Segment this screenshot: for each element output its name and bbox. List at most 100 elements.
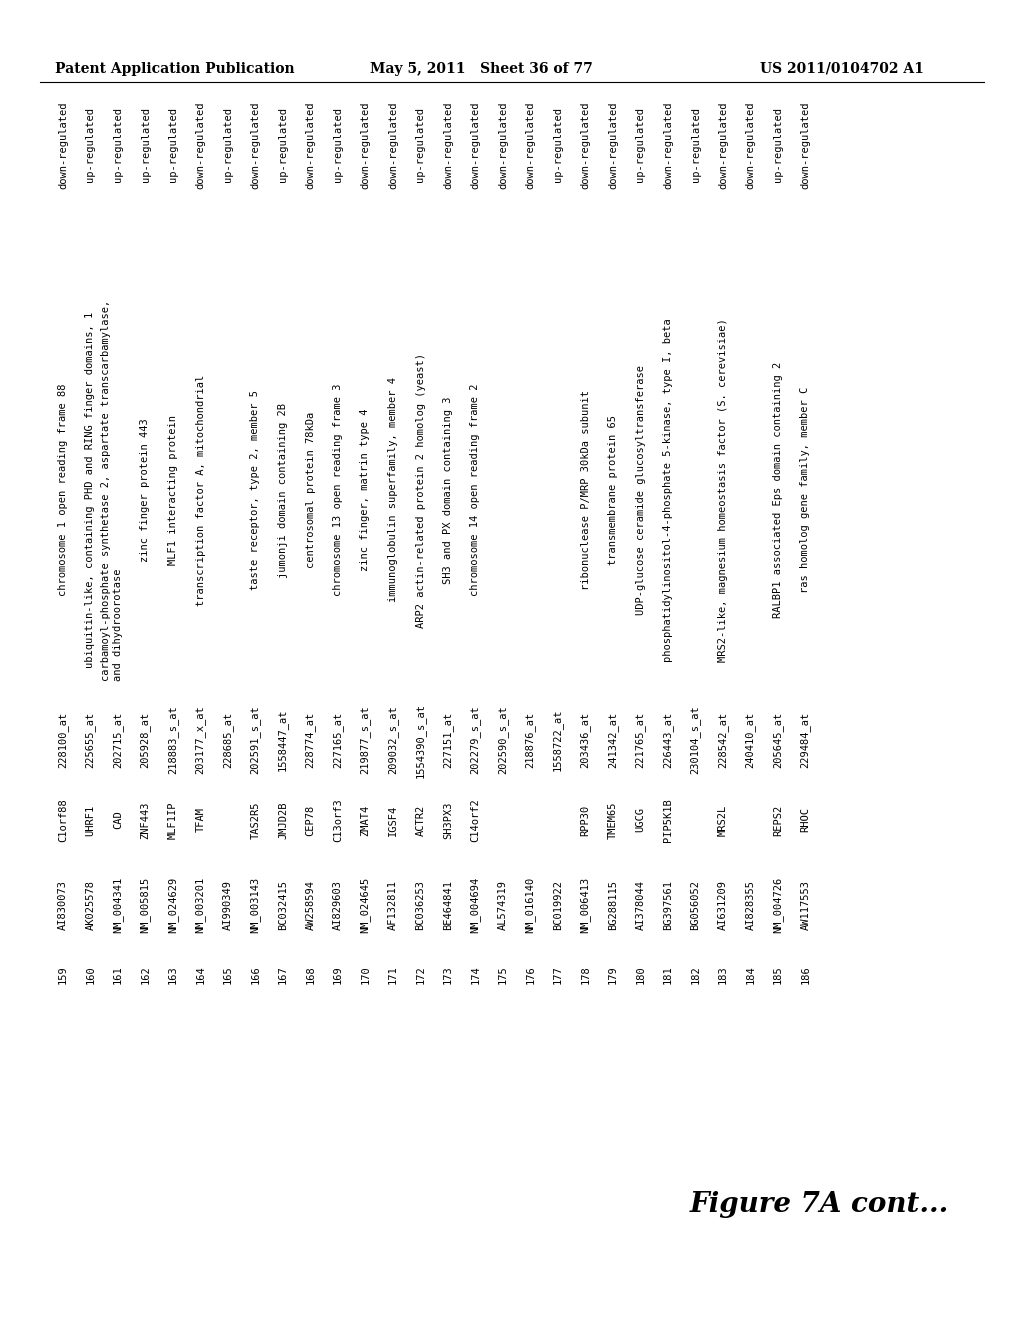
Text: 161: 161 <box>113 966 123 985</box>
Text: 173: 173 <box>443 966 453 985</box>
Text: RPP30: RPP30 <box>581 804 591 836</box>
Text: down-regulated: down-regulated <box>498 102 508 189</box>
Text: 227151_at: 227151_at <box>442 711 453 768</box>
Text: 164: 164 <box>196 966 206 985</box>
Text: NM_024629: NM_024629 <box>167 876 178 933</box>
Text: 159: 159 <box>58 966 68 985</box>
Text: AI828355: AI828355 <box>745 880 756 931</box>
Text: 186: 186 <box>801 966 811 985</box>
Text: 178: 178 <box>581 966 591 985</box>
Text: transcription factor A, mitochondrial: transcription factor A, mitochondrial <box>196 375 206 606</box>
Text: down-regulated: down-regulated <box>663 102 673 189</box>
Text: down-regulated: down-regulated <box>801 102 811 189</box>
Text: BC032415: BC032415 <box>278 880 288 931</box>
Text: transmembrane protein 65: transmembrane protein 65 <box>608 414 618 565</box>
Text: phosphatidylinositol-4-phosphate 5-kinase, type I, beta: phosphatidylinositol-4-phosphate 5-kinas… <box>663 318 673 661</box>
Text: C1orf88: C1orf88 <box>58 799 68 842</box>
Text: 171: 171 <box>388 966 398 985</box>
Text: C14orf2: C14orf2 <box>470 799 480 842</box>
Text: 163: 163 <box>168 966 178 985</box>
Text: RALBP1 associated Eps domain containing 2: RALBP1 associated Eps domain containing … <box>773 362 783 618</box>
Text: NM_005815: NM_005815 <box>139 876 151 933</box>
Text: BC036253: BC036253 <box>416 880 426 931</box>
Text: centrosomal protein 78kDa: centrosomal protein 78kDa <box>305 412 315 568</box>
Text: 1554390_s_at: 1554390_s_at <box>415 702 426 777</box>
Text: down-regulated: down-regulated <box>443 102 453 189</box>
Text: TFAM: TFAM <box>196 808 206 833</box>
Text: AI631209: AI631209 <box>718 880 728 931</box>
Text: 205928_at: 205928_at <box>139 711 151 768</box>
Text: AI829603: AI829603 <box>333 880 343 931</box>
Text: 228774_at: 228774_at <box>304 711 315 768</box>
Text: 185: 185 <box>773 966 783 985</box>
Text: 218876_at: 218876_at <box>524 711 536 768</box>
Text: down-regulated: down-regulated <box>58 102 68 189</box>
Text: 202715_at: 202715_at <box>112 711 123 768</box>
Text: 169: 169 <box>333 966 343 985</box>
Text: 181: 181 <box>663 966 673 985</box>
Text: 170: 170 <box>360 966 371 985</box>
Text: 166: 166 <box>251 966 260 985</box>
Text: SH3PX3: SH3PX3 <box>443 801 453 838</box>
Text: 202591_s_at: 202591_s_at <box>250 706 260 775</box>
Text: ubiquitin-like, containing PHD and RING finger domains, 1: ubiquitin-like, containing PHD and RING … <box>85 312 95 668</box>
Text: immunoglobulin superfamily, member 4: immunoglobulin superfamily, member 4 <box>388 378 398 602</box>
Text: BG397561: BG397561 <box>663 880 673 931</box>
Text: C13orf3: C13orf3 <box>333 799 343 842</box>
Text: BC019922: BC019922 <box>553 880 563 931</box>
Text: chromosome 1 open reading frame 88: chromosome 1 open reading frame 88 <box>58 384 68 597</box>
Text: 221765_at: 221765_at <box>635 711 645 768</box>
Text: 227165_at: 227165_at <box>332 711 343 768</box>
Text: 160: 160 <box>85 966 95 985</box>
Text: NM_003201: NM_003201 <box>195 876 206 933</box>
Text: ZMAT4: ZMAT4 <box>360 804 371 836</box>
Text: up-regulated: up-regulated <box>690 107 700 182</box>
Text: up-regulated: up-regulated <box>278 107 288 182</box>
Text: 228685_at: 228685_at <box>222 711 233 768</box>
Text: NM_004694: NM_004694 <box>470 876 480 933</box>
Text: chromosome 13 open reading frame 3: chromosome 13 open reading frame 3 <box>333 384 343 597</box>
Text: 184: 184 <box>745 966 756 985</box>
Text: NM_004726: NM_004726 <box>772 876 783 933</box>
Text: CAD: CAD <box>113 810 123 829</box>
Text: PIP5K1B: PIP5K1B <box>663 799 673 842</box>
Text: NM_016140: NM_016140 <box>524 876 536 933</box>
Text: 203177_x_at: 203177_x_at <box>195 706 206 775</box>
Text: down-regulated: down-regulated <box>718 102 728 189</box>
Text: BG056052: BG056052 <box>690 880 700 931</box>
Text: AW117553: AW117553 <box>801 880 811 931</box>
Text: ras homolog gene family, member C: ras homolog gene family, member C <box>801 387 811 593</box>
Text: AK025578: AK025578 <box>85 880 95 931</box>
Text: BG288115: BG288115 <box>608 880 618 931</box>
Text: 229484_at: 229484_at <box>800 711 811 768</box>
Text: zinc finger protein 443: zinc finger protein 443 <box>140 418 151 562</box>
Text: BE464841: BE464841 <box>443 880 453 931</box>
Text: IGSF4: IGSF4 <box>388 804 398 836</box>
Text: AL574319: AL574319 <box>498 880 508 931</box>
Text: carbamoyl-phosphate synthetase 2, aspartate transcarbamylase,
and dihydroorotase: carbamoyl-phosphate synthetase 2, aspart… <box>101 300 123 681</box>
Text: down-regulated: down-regulated <box>305 102 315 189</box>
Text: TMEM65: TMEM65 <box>608 801 618 838</box>
Text: 226443_at: 226443_at <box>663 711 673 768</box>
Text: NM_006413: NM_006413 <box>580 876 591 933</box>
Text: 167: 167 <box>278 966 288 985</box>
Text: 174: 174 <box>470 966 480 985</box>
Text: 218883_s_at: 218883_s_at <box>167 706 178 775</box>
Text: 230104_s_at: 230104_s_at <box>689 706 700 775</box>
Text: MLF1 interacting protein: MLF1 interacting protein <box>168 414 178 565</box>
Text: 240410_at: 240410_at <box>744 711 756 768</box>
Text: Patent Application Publication: Patent Application Publication <box>55 62 295 77</box>
Text: up-regulated: up-regulated <box>140 107 151 182</box>
Text: up-regulated: up-regulated <box>223 107 233 182</box>
Text: up-regulated: up-regulated <box>416 107 426 182</box>
Text: down-regulated: down-regulated <box>360 102 371 189</box>
Text: CEP78: CEP78 <box>305 804 315 836</box>
Text: down-regulated: down-regulated <box>581 102 591 189</box>
Text: up-regulated: up-regulated <box>773 107 783 182</box>
Text: NM_004341: NM_004341 <box>112 876 123 933</box>
Text: down-regulated: down-regulated <box>470 102 480 189</box>
Text: REPS2: REPS2 <box>773 804 783 836</box>
Text: 179: 179 <box>608 966 618 985</box>
Text: up-regulated: up-regulated <box>113 107 123 182</box>
Text: AI830073: AI830073 <box>58 880 68 931</box>
